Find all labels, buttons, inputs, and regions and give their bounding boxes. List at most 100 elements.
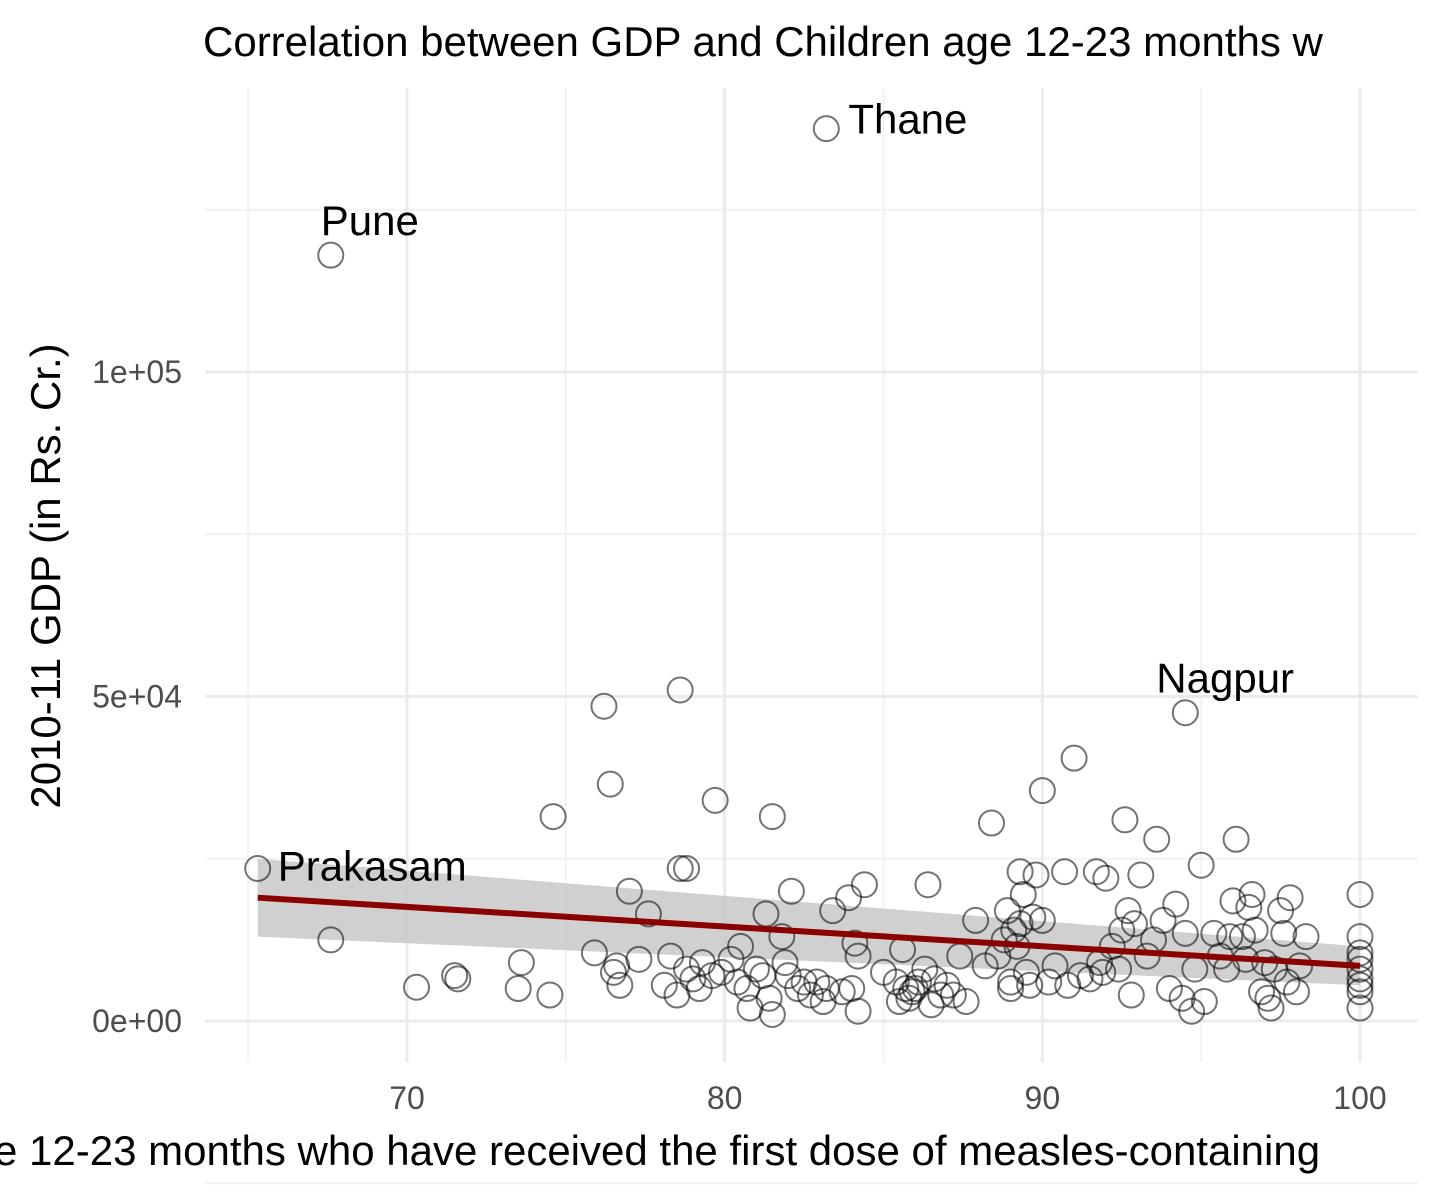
- data-point: [1051, 858, 1079, 886]
- confidence-band: [257, 858, 1360, 986]
- data-point: [1009, 880, 1037, 908]
- data-point: [673, 955, 701, 983]
- data-point: [441, 962, 469, 990]
- data-point: [1292, 923, 1320, 951]
- data-point: [1270, 919, 1298, 947]
- data-point: [758, 803, 786, 831]
- data-point: [1248, 978, 1276, 1006]
- data-point: [1346, 923, 1374, 951]
- data-point: [596, 770, 624, 798]
- data-point: [1028, 906, 1056, 934]
- data-point: [920, 965, 948, 993]
- data-point: [736, 994, 764, 1022]
- data-point: [1041, 952, 1069, 980]
- data-points: [244, 115, 1374, 1029]
- trend-line-path: [257, 894, 1361, 969]
- data-point: [1092, 864, 1120, 892]
- y-tick-labels: 0e+00 5e+04 1e+05: [92, 354, 182, 1039]
- data-point: [539, 803, 567, 831]
- data-point: [755, 984, 783, 1012]
- data-point: [1190, 988, 1218, 1016]
- data-point: [1022, 861, 1050, 889]
- data-point: [1171, 919, 1199, 947]
- x-tick-label: 80: [707, 1080, 743, 1116]
- data-point: [914, 871, 942, 899]
- data-point: [844, 997, 872, 1025]
- data-point: [1120, 910, 1148, 938]
- data-point: [244, 854, 272, 882]
- data-point: [812, 115, 840, 143]
- data-point: [1143, 825, 1171, 853]
- data-point: [841, 929, 869, 957]
- trend-line: [257, 894, 1361, 969]
- data-point: [666, 676, 694, 704]
- data-point: [1346, 971, 1374, 999]
- data-point: [666, 854, 694, 882]
- data-point: [911, 955, 939, 983]
- data-point: [1346, 978, 1374, 1006]
- y-tick-label: 1e+05: [92, 354, 182, 390]
- y-tick-label: 5e+04: [92, 679, 182, 715]
- point-label: Prakasam: [278, 842, 467, 889]
- data-point: [904, 968, 932, 996]
- data-point: [504, 975, 532, 1003]
- data-point: [599, 958, 627, 986]
- x-axis-title: e 12-23 months who have received the fir…: [0, 1127, 1320, 1174]
- data-point: [673, 854, 701, 882]
- data-point: [927, 981, 955, 1009]
- data-point: [990, 926, 1018, 954]
- chart-title: Correlation between GDP and Children age…: [203, 18, 1324, 65]
- data-point: [1006, 910, 1034, 938]
- data-point: [1282, 978, 1310, 1006]
- x-tick-labels: 70 80 90 100: [389, 1080, 1386, 1116]
- x-tick-label: 70: [389, 1080, 425, 1116]
- data-point: [1222, 825, 1250, 853]
- data-point: [1346, 880, 1374, 908]
- data-point: [939, 981, 967, 1009]
- data-point: [784, 975, 812, 1003]
- data-point: [1187, 851, 1215, 879]
- data-point: [507, 949, 535, 977]
- data-point: [1111, 806, 1139, 834]
- data-point: [1028, 777, 1056, 805]
- data-point: [1149, 906, 1177, 934]
- confidence-band-area: [257, 858, 1360, 986]
- data-point: [1127, 861, 1155, 889]
- data-point: [317, 241, 345, 269]
- data-point: [1238, 880, 1266, 908]
- data-point: [1346, 994, 1374, 1022]
- data-point: [580, 939, 608, 967]
- data-point: [590, 692, 618, 720]
- data-point: [803, 968, 831, 996]
- data-point: [444, 965, 472, 993]
- data-point: [1105, 955, 1133, 983]
- data-point: [771, 949, 799, 977]
- data-point: [1346, 955, 1374, 983]
- point-label: Nagpur: [1156, 655, 1294, 702]
- data-point: [850, 871, 878, 899]
- data-point: [606, 971, 634, 999]
- x-tick-label: 90: [1025, 1080, 1061, 1116]
- data-point: [997, 968, 1025, 996]
- data-point: [1035, 968, 1063, 996]
- data-point: [1241, 916, 1269, 944]
- data-point: [536, 981, 564, 1009]
- data-point: [1012, 958, 1040, 986]
- y-axis-title: 2010-11 GDP (in Rs. Cr.): [22, 343, 69, 808]
- data-point: [1082, 858, 1110, 886]
- data-point: [1076, 965, 1104, 993]
- data-point: [933, 971, 961, 999]
- data-point: [403, 973, 431, 1001]
- data-point: [796, 981, 824, 1009]
- data-point: [727, 932, 755, 960]
- data-point: [1117, 981, 1145, 1009]
- data-point: [1216, 923, 1244, 951]
- data-point: [634, 900, 662, 928]
- data-point: [615, 877, 643, 905]
- data-point: [758, 1001, 786, 1029]
- x-tick-label: 100: [1333, 1080, 1386, 1116]
- data-point: [1228, 923, 1256, 951]
- data-point: [917, 991, 945, 1019]
- data-point: [898, 978, 926, 1006]
